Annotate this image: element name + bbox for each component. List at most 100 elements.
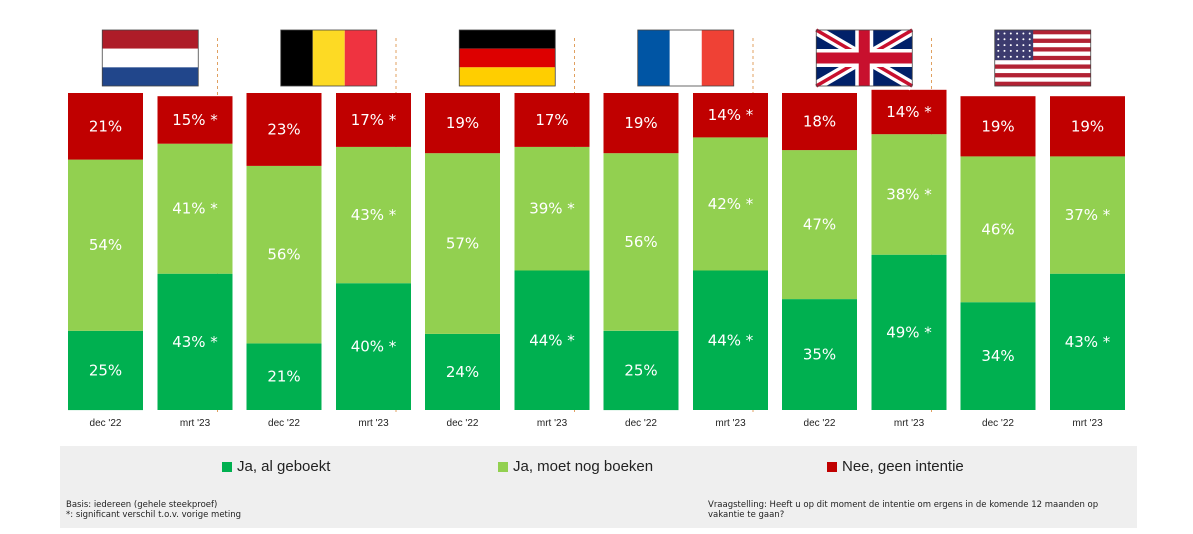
bar-segment [603,153,679,331]
flag-be-icon [312,30,345,86]
data-label: 23% [267,121,300,139]
tick-label: mrt '23 [1072,418,1103,429]
bar-segment [157,273,233,410]
bar-segment [336,283,411,410]
flag-us-icon [1009,44,1012,47]
data-label: 19% [981,117,1014,135]
flag-us-icon [997,32,1000,35]
flag-us-icon [1003,38,1006,41]
flag-us-icon [994,73,1091,78]
flag-us-icon [997,44,1000,47]
flag-fr-icon [637,30,670,86]
flag-us-icon [1016,44,1019,47]
basis-note: Basis: iedereen (gehele steekproef) *: s… [66,500,241,520]
flag-us-icon [1009,32,1012,35]
flag-us-icon [1016,49,1019,52]
flag-us-icon [994,30,1091,35]
bar-segment [782,299,857,410]
data-label: 19% [446,114,479,132]
data-label: 15% * [172,111,218,129]
bar-segment [871,134,947,255]
basis-note-line2: *: significant verschil t.o.v. vorige me… [66,510,242,520]
legend-label-booked: Ja, al geboekt [237,458,331,475]
flag-fr-icon [701,30,734,86]
tick-label: mrt '23 [180,418,211,429]
bar-segment [157,96,233,144]
tick-label: dec '22 [804,418,836,429]
legend-label-no-intention: Nee, geen intentie [842,458,964,475]
data-label: 17% * [351,111,397,129]
legend-swatch-booked [222,461,232,472]
flag-us-icon [994,64,1091,69]
bar-segment [693,137,768,271]
basis-note-line1: Basis: iedereen (gehele steekproef) [66,500,218,510]
data-label: 25% [624,361,657,379]
bar-segment [871,89,947,135]
flag-de-icon [459,48,556,68]
bar-segment [1050,156,1125,274]
data-label: 34% [981,347,1014,365]
tick-label: dec '22 [90,418,122,429]
data-label: 44% * [708,331,754,349]
data-label: 35% [803,346,836,364]
tick-label: dec '22 [982,418,1014,429]
legend-label-to-book: Ja, moet nog boeken [513,458,654,475]
flag-us-icon [994,51,1091,57]
bar-segment [68,159,143,331]
bar-segment [603,93,679,154]
flag-nl-icon [102,48,199,68]
data-label: 18% [803,113,836,131]
flag-us-icon [994,29,1092,87]
flag-us-icon [1003,44,1006,47]
flag-us-icon [1009,49,1012,52]
flag-us-icon [994,60,1091,65]
flag-us-icon [1016,32,1019,35]
legend-item-no-intention: Nee, geen intentie [827,458,964,475]
flag-uk-icon [816,52,913,64]
bar-segment [157,143,233,274]
data-label: 21% [267,368,300,386]
bar-segment [782,93,857,151]
bar-segment [782,150,857,300]
data-label: 44% * [529,331,575,349]
data-label: 25% [89,361,122,379]
data-label: 56% [267,246,300,264]
data-label: 43% * [351,206,397,224]
bar-segment [514,270,590,410]
data-label: 43% * [1065,333,1111,351]
bar-segment [960,96,1036,157]
data-label: 19% [624,114,657,132]
tick-label: mrt '23 [358,418,389,429]
flag-be-icon [280,30,313,86]
bar-segment [960,302,1036,410]
data-label: 47% [803,216,836,234]
flag-us-icon [994,47,1091,52]
flag-us-icon [1028,38,1031,41]
bar-segment [336,146,411,284]
flag-us-icon [1016,38,1019,41]
flag-us-icon [1028,44,1031,47]
flag-fr-icon [669,30,702,86]
bar-segment [246,165,322,344]
data-label: 37% * [1065,206,1111,224]
bar-segment [960,156,1036,303]
data-label: 24% [446,363,479,381]
bar-segment [603,330,679,411]
bar-segment [693,93,768,138]
flag-us-icon [997,55,1000,58]
flag-us-icon [1009,38,1012,41]
stacked-bar-chart: 25% 54% 21% 43% * 41% * 15% * 21% 56% 23% 40% * 43… [68,28,1125,429]
data-label: 54% [89,236,122,254]
tick-label: dec '22 [625,418,657,429]
flag-us-icon [994,34,1091,39]
tick-label: mrt '23 [537,418,568,429]
bar-segment [68,93,143,160]
flag-us-icon [1022,44,1025,47]
flag-us-icon [1022,38,1025,41]
data-label: 17% [535,111,568,129]
data-label: 40% * [351,338,397,356]
flag-us-icon [1009,55,1012,58]
flag-us-icon [1028,49,1031,52]
data-label: 46% [981,220,1014,238]
flag-nl-icon [102,67,199,86]
